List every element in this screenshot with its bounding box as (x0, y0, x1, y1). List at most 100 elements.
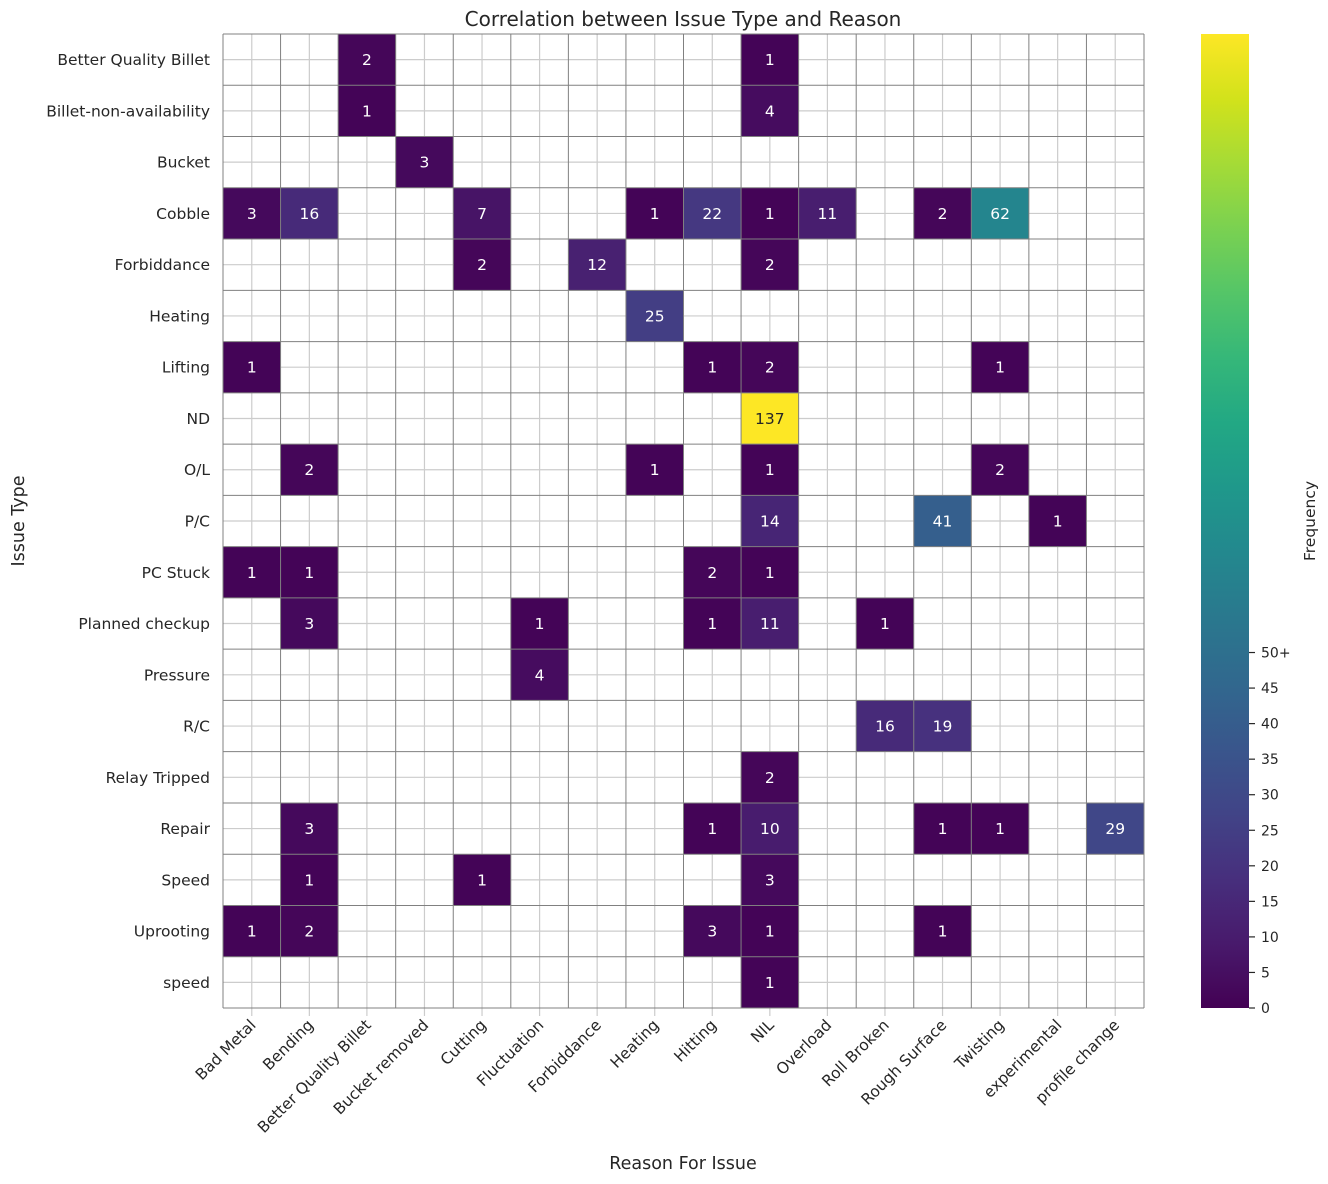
heatmap-cell (1086, 802, 1144, 855)
x-tick-label: Heating (607, 1016, 663, 1072)
cell-value-label: 1 (247, 359, 257, 377)
cell-value-label: 2 (765, 359, 775, 377)
cell-value-label: 2 (304, 923, 314, 941)
cell-value-label: 12 (587, 256, 607, 274)
colorbar: 0 5 10 15 20 25 30 35 40 45 50+ Frequency (1201, 34, 1319, 1017)
cell-value-label: 1 (247, 564, 257, 582)
x-axis-title: Reason For Issue (609, 1154, 757, 1174)
cell-value-label: 1 (1053, 513, 1063, 531)
x-tick-label: Hitting (671, 1016, 721, 1066)
colorbar-label: Frequency (1301, 481, 1319, 561)
cell-value-label: 1 (765, 564, 775, 582)
colorbar-tick-label: 40 (1261, 717, 1279, 733)
heatmap-cell (683, 341, 742, 393)
heatmap-cell (913, 802, 972, 855)
cell-value-label: 1 (707, 820, 717, 838)
heatmap-cell (280, 444, 339, 496)
y-tick-label: Pressure (144, 666, 210, 684)
cell-value-label: 16 (875, 718, 895, 736)
cell-value-label: 1 (477, 871, 487, 889)
heatmap-cell (741, 751, 799, 803)
heatmap-cell (223, 546, 281, 598)
cell-value-label: 1 (304, 871, 314, 889)
x-tick-label: Bending (259, 1016, 317, 1074)
cell-value-label: 1 (707, 359, 717, 377)
x-tick-label: Cutting (437, 1016, 490, 1069)
y-tick-label: Heating (149, 307, 210, 325)
heatmap-cell (913, 700, 972, 752)
y-tick-label: Uprooting (134, 923, 210, 941)
cell-value-label: 1 (938, 923, 948, 941)
heatmap-cell (741, 239, 799, 291)
heatmap-cell (741, 85, 799, 137)
heatmap-cell (453, 239, 511, 291)
heatmap-cell (568, 239, 626, 291)
heatmap-cell (741, 34, 799, 86)
y-tick-label: Relay Tripped (106, 769, 210, 787)
cell-value-label: 2 (765, 256, 775, 274)
colorbar-tick-label: 0 (1261, 1001, 1270, 1017)
heatmap-cell (971, 187, 1029, 240)
y-tick-label: Speed (161, 871, 210, 889)
heatmap-cell (856, 700, 914, 752)
cell-value-label: 1 (765, 923, 775, 941)
cell-value-label: 1 (880, 615, 890, 633)
heatmap-cell (510, 649, 569, 701)
y-tick-label: Lifting (162, 359, 210, 377)
y-tick-label: P/C (185, 513, 210, 531)
heatmap-cell (741, 495, 799, 547)
cell-value-label: 137 (755, 410, 785, 428)
colorbar-tick-label: 30 (1261, 788, 1279, 804)
cell-value-label: 3 (765, 871, 775, 889)
cell-value-label: 2 (304, 461, 314, 479)
y-axis-title: Issue Type (9, 475, 29, 566)
cell-value-label: 3 (247, 205, 257, 223)
cell-value-label: 1 (707, 615, 717, 633)
y-tick-label: Planned checkup (78, 615, 210, 633)
cell-value-label: 4 (535, 666, 545, 684)
heatmap-cell (741, 392, 799, 445)
heatmap-cell (741, 444, 799, 496)
cell-value-label: 19 (933, 718, 953, 736)
y-tick-label: speed (163, 974, 210, 992)
heatmap-cell (280, 802, 339, 855)
heatmap-cell (683, 597, 742, 650)
heatmap-cell (913, 495, 972, 547)
heatmap-cell (223, 905, 281, 957)
cell-value-label: 3 (707, 923, 717, 941)
cell-value-label: 10 (760, 820, 780, 838)
heatmap-cell (741, 187, 799, 240)
heatmap-cell (280, 597, 339, 650)
heatmap-cell (625, 187, 684, 240)
cell-value-label: 25 (645, 307, 665, 325)
cell-value-label: 2 (995, 461, 1005, 479)
cell-value-label: 3 (304, 820, 314, 838)
heatmap-cell (971, 444, 1029, 496)
heatmap-cell (280, 854, 339, 906)
cell-value-label: 7 (477, 205, 487, 223)
cell-value-label: 11 (760, 615, 780, 633)
heatmap-cell (453, 187, 511, 240)
heatmap-cell (280, 905, 339, 957)
cell-value-label: 1 (765, 205, 775, 223)
colorbar-gradient (1201, 34, 1249, 1008)
cell-value-label: 11 (818, 205, 838, 223)
heatmap-cell (971, 341, 1029, 393)
heatmap-cell (625, 444, 684, 496)
x-tick-label: Bad Metal (192, 1016, 260, 1084)
colorbar-tick-label: 50+ (1261, 646, 1291, 662)
y-tick-label: R/C (183, 718, 210, 736)
y-tick-label: PC Stuck (142, 564, 210, 582)
y-tick-label: Repair (160, 820, 210, 838)
cell-value-label: 1 (938, 820, 948, 838)
cell-value-label: 2 (707, 564, 717, 582)
colorbar-tick-label: 20 (1261, 859, 1279, 875)
y-tick-label: ND (186, 410, 210, 428)
cell-value-label: 1 (650, 461, 660, 479)
cell-value-label: 4 (765, 102, 775, 120)
cell-value-label: 1 (995, 820, 1005, 838)
y-tick-label: Cobble (156, 205, 210, 223)
heatmap-cell (625, 290, 684, 342)
